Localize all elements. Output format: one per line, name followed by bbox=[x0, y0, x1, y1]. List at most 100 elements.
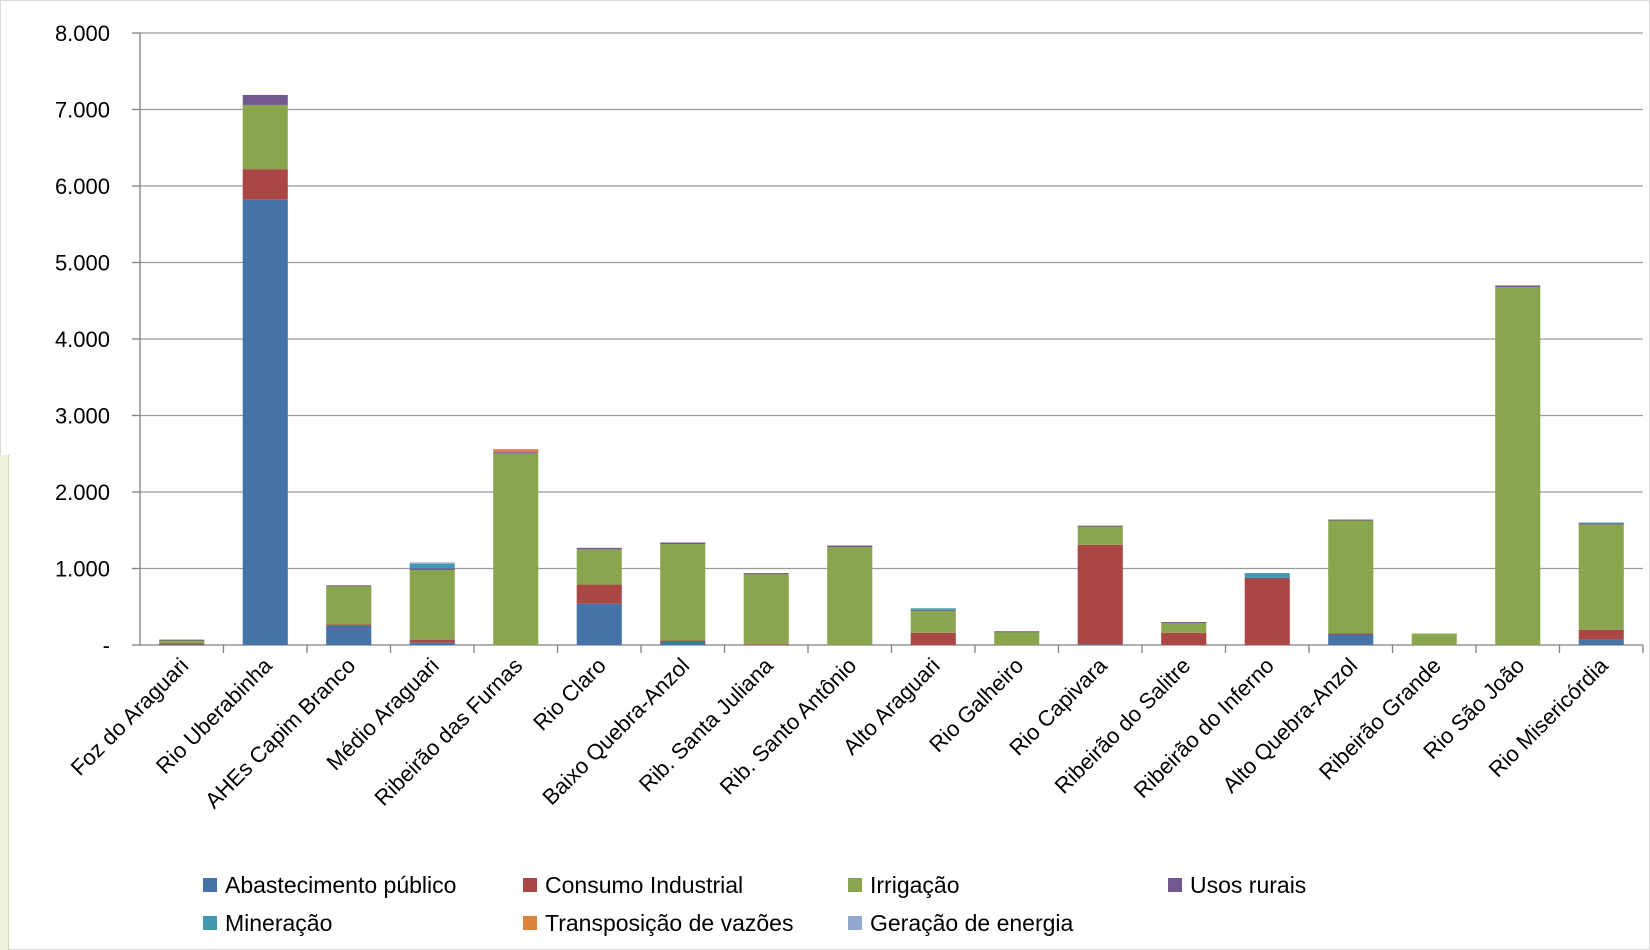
legend-label: Irrigação bbox=[870, 871, 960, 898]
legend-swatch bbox=[1168, 878, 1182, 892]
bar-segment bbox=[1244, 573, 1290, 578]
bar-segment bbox=[1578, 524, 1624, 630]
stacked-bar-chart: - 1.000 2.000 3.000 4.000 5.000 6.000 7.000 8.00… bbox=[55, 21, 1644, 813]
y-tick-label: 6.000 bbox=[55, 174, 110, 199]
bar-segment bbox=[242, 104, 288, 170]
bar-segment bbox=[242, 169, 288, 200]
x-category-label: Rio Claro bbox=[528, 653, 611, 736]
y-tick-label: 7.000 bbox=[55, 98, 110, 123]
legend-label: Geração de energia bbox=[870, 909, 1074, 936]
legend: Abastecimento público Consumo Industrial I… bbox=[203, 870, 1503, 950]
y-tick-label: 1.000 bbox=[55, 557, 110, 582]
bar-segment bbox=[242, 94, 288, 105]
y-tick-label: 3.000 bbox=[55, 404, 110, 429]
legend-item: Geração de energia bbox=[848, 908, 1073, 938]
bar-segment bbox=[1161, 622, 1207, 633]
bar-segment bbox=[1495, 285, 1541, 287]
bar-segment bbox=[1578, 639, 1624, 645]
legend-item: Mineração bbox=[203, 908, 332, 938]
legend-item: Consumo Industrial bbox=[523, 870, 743, 900]
bar-segment bbox=[827, 547, 873, 645]
bar-segment bbox=[326, 625, 372, 645]
legend-item: Transposição de vazões bbox=[523, 908, 793, 938]
legend-label: Consumo Industrial bbox=[545, 871, 744, 898]
bar-segment bbox=[1578, 629, 1624, 640]
legend-swatch bbox=[848, 878, 862, 892]
bar-segment bbox=[409, 570, 455, 640]
bar-segment bbox=[660, 641, 706, 645]
bar-segment bbox=[159, 640, 205, 644]
bar-segment bbox=[660, 542, 706, 545]
bar-segment bbox=[409, 639, 455, 643]
bar-segment bbox=[326, 586, 372, 625]
bar-segment bbox=[743, 573, 789, 575]
bar-segment bbox=[910, 609, 956, 611]
gridlines bbox=[132, 32, 1644, 653]
legend-item: Irrigação bbox=[848, 870, 959, 900]
bar-segment bbox=[576, 603, 622, 645]
bar-segment bbox=[1077, 544, 1123, 645]
legend-item: Abastecimento público bbox=[203, 870, 456, 900]
legend-label: Abastecimento público bbox=[225, 871, 457, 898]
bar-segment bbox=[576, 584, 622, 604]
bar-segment bbox=[159, 639, 205, 641]
bar-segment bbox=[1077, 526, 1123, 545]
bar-segment bbox=[994, 631, 1040, 645]
legend-swatch bbox=[848, 916, 862, 930]
bar-segment bbox=[493, 452, 539, 645]
bar-segment bbox=[1161, 622, 1207, 624]
bar-segment bbox=[1328, 519, 1374, 521]
bar-segment bbox=[409, 563, 455, 569]
legend-swatch bbox=[203, 916, 217, 930]
bar-segment bbox=[827, 545, 873, 548]
bar-segment bbox=[743, 644, 789, 646]
bar-segment bbox=[1077, 525, 1123, 527]
bar-segment bbox=[1244, 578, 1290, 645]
bar-segment bbox=[1244, 577, 1290, 579]
bar-segment bbox=[326, 585, 372, 587]
bar-segment bbox=[1161, 632, 1207, 645]
bar-segment bbox=[994, 631, 1040, 633]
bar-segment bbox=[242, 199, 288, 645]
bar-segment bbox=[743, 573, 789, 645]
bar-segment bbox=[409, 568, 455, 571]
bar-segment bbox=[1495, 286, 1541, 645]
bar-segment bbox=[1328, 633, 1374, 635]
x-category-label: Ribeirão do Inferno bbox=[1129, 653, 1279, 803]
bar-segment bbox=[1328, 634, 1374, 645]
bar-segment bbox=[159, 644, 205, 646]
bar-segment bbox=[159, 643, 205, 645]
y-tick-label: 2.000 bbox=[55, 480, 110, 505]
y-tick-label: 5.000 bbox=[55, 251, 110, 276]
bar-segment bbox=[493, 452, 539, 454]
bar-segment bbox=[409, 562, 455, 564]
slide-side-accent bbox=[0, 455, 9, 950]
bar-segment bbox=[910, 632, 956, 645]
bar-segment bbox=[409, 642, 455, 645]
bar-segment bbox=[493, 449, 539, 453]
legend-label: Mineração bbox=[225, 909, 333, 936]
bar-segment bbox=[326, 624, 372, 626]
bar-segment bbox=[910, 610, 956, 633]
x-category-label: AHEs Capim Branco bbox=[200, 653, 360, 813]
y-tick-label: - bbox=[103, 633, 110, 658]
bar-segment bbox=[660, 544, 706, 641]
bar-segment bbox=[576, 549, 622, 585]
x-category-label: Ribeirão das Furnas bbox=[370, 653, 528, 811]
y-tick-label: 4.000 bbox=[55, 327, 110, 352]
legend-item: Usos rurais bbox=[1168, 870, 1306, 900]
bar-segment bbox=[1411, 633, 1457, 645]
bar-segment bbox=[910, 608, 956, 610]
legend-label: Transposição de vazões bbox=[545, 909, 794, 936]
legend-swatch bbox=[523, 878, 537, 892]
legend-swatch bbox=[203, 878, 217, 892]
x-category-label: Rib. Santo Antônio bbox=[715, 653, 862, 800]
legend-label: Usos rurais bbox=[1190, 871, 1307, 898]
x-category-label: Baixo Quebra-Anzol bbox=[537, 653, 694, 810]
bar-segment bbox=[1328, 520, 1374, 634]
bar-segment bbox=[660, 640, 706, 642]
bar-segment bbox=[1578, 523, 1624, 525]
bar-segment bbox=[1578, 522, 1624, 524]
bars bbox=[159, 94, 1624, 646]
